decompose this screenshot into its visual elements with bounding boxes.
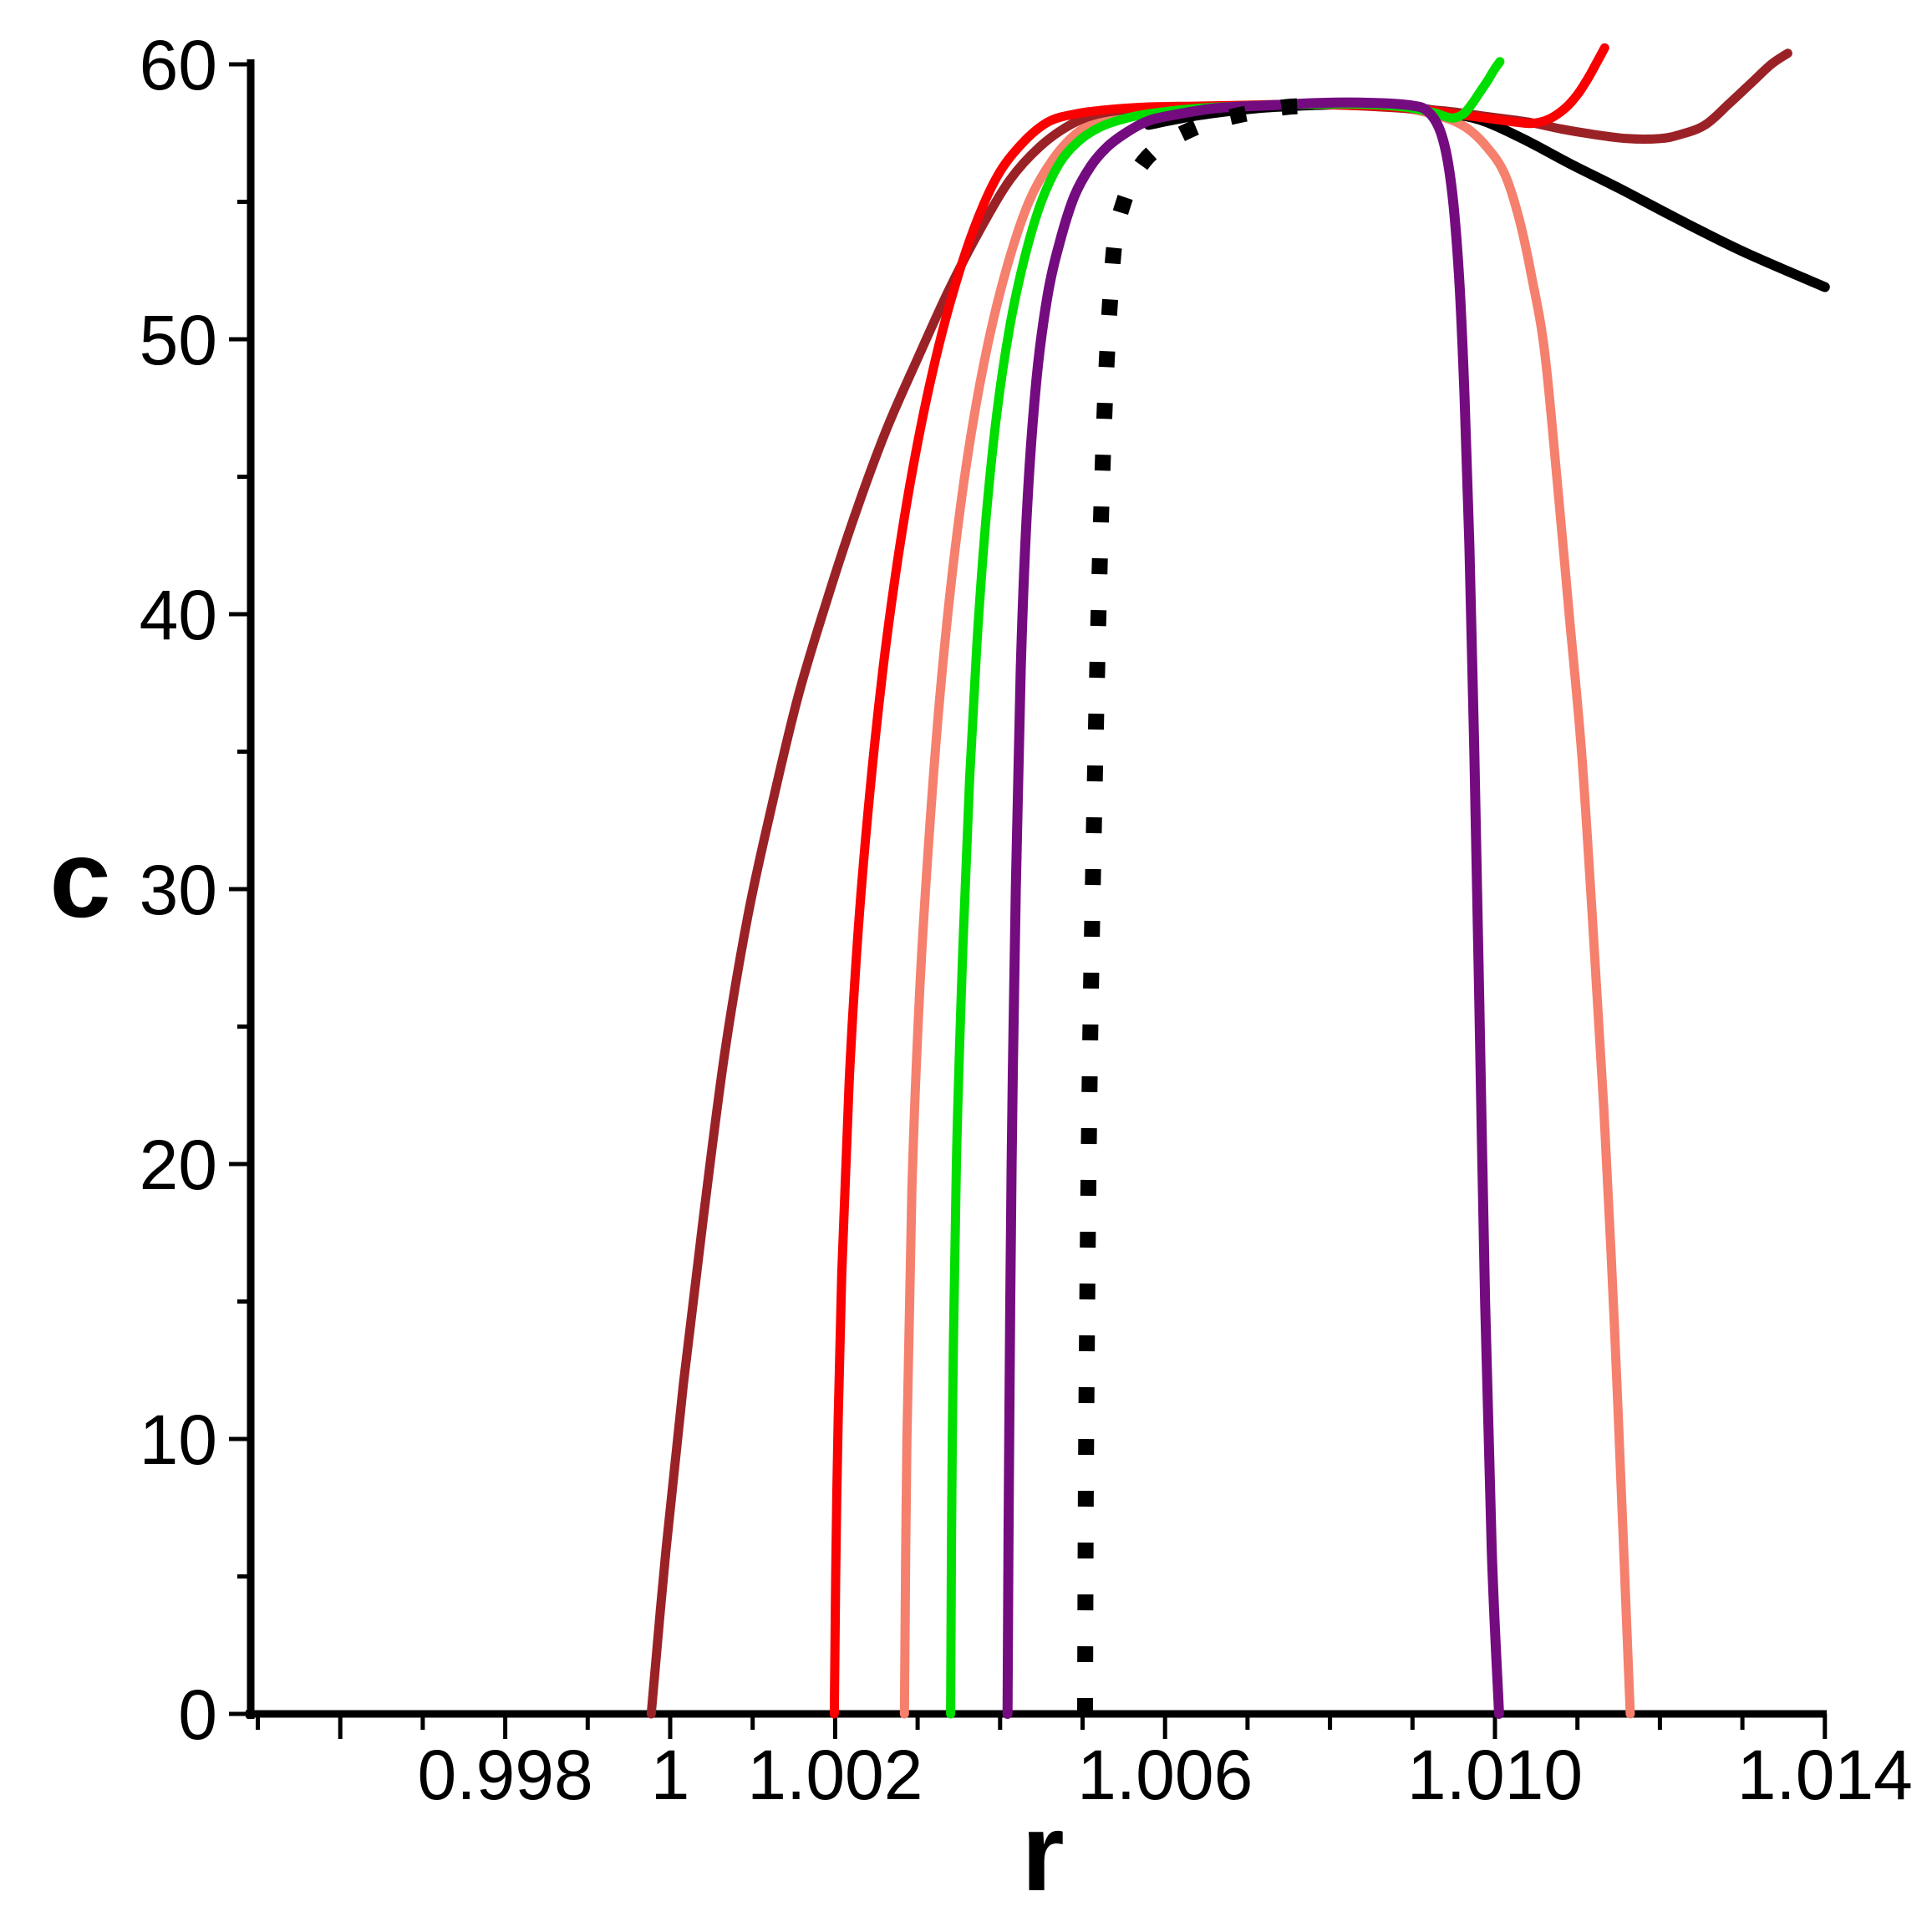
y-tick-label: 40: [140, 576, 217, 654]
darkred-curve: [646, 48, 1792, 1719]
x-tick-label: 1.014: [1737, 1736, 1913, 1814]
x-tick-label: 0.998: [417, 1736, 592, 1814]
y-tick-label: 60: [140, 26, 217, 104]
y-tick-label: 30: [140, 851, 217, 929]
y-tick-label: 50: [140, 301, 217, 379]
x-tick-label: 1.010: [1407, 1736, 1583, 1814]
red-curve: [829, 43, 1609, 1719]
x-axis-title: r: [1021, 1791, 1064, 1914]
x-tick-label: 1: [651, 1736, 690, 1814]
black-curve: [1143, 99, 1830, 292]
y-tick-label: 20: [140, 1126, 217, 1204]
x-tick-label: 1.006: [1077, 1736, 1253, 1814]
y-axis-title: c: [49, 817, 110, 940]
purple-curve: [1002, 97, 1504, 1719]
axes-layer: 0.998 1 1.002 1.006 1.010 1.014 0 10 20 30 40 50 60: [140, 26, 1913, 1814]
green-curve: [946, 57, 1505, 1719]
x-tick-label: 1.002: [747, 1736, 923, 1814]
series-layer: [646, 43, 1830, 1719]
y-tick-label: 0: [178, 1675, 217, 1754]
y-tick-label: 10: [140, 1401, 217, 1479]
dotted-black-curve: [1077, 97, 1313, 1715]
